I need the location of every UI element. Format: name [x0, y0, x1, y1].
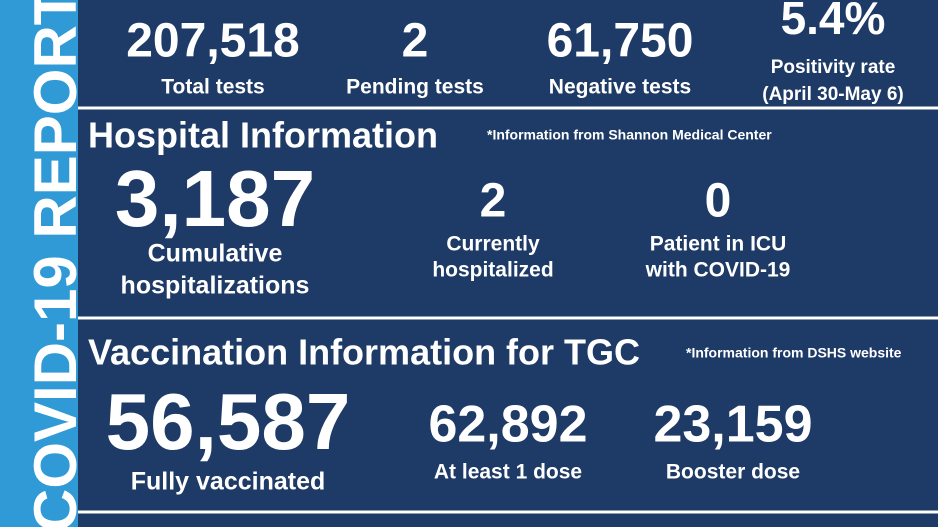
stat-label: Cumulative — [148, 240, 283, 268]
stat-value: 62,892 — [428, 396, 587, 454]
stat-value: 2 — [402, 15, 429, 68]
stat-value: 56,587 — [106, 377, 351, 466]
stat-label: Patient in ICU — [650, 233, 787, 256]
stat-label: Fully vaccinated — [131, 468, 326, 496]
stat-value: 2 — [480, 175, 507, 228]
section-title: Vaccination Information for TGC — [88, 332, 640, 373]
stat-label: Currently — [446, 233, 540, 256]
stat-value: 3,187 — [115, 154, 315, 243]
stat-label: Negative tests — [549, 76, 691, 99]
stat-label: hospitalized — [432, 259, 553, 282]
section-note: *Information from DSHS website — [686, 345, 902, 361]
section-title: Hospital Information — [88, 115, 438, 156]
stat-label: At least 1 dose — [434, 461, 582, 484]
stat-value: 5.4% — [781, 0, 886, 44]
stat-label: hospitalizations — [121, 272, 310, 300]
sidebar-title: COVID-19 REPORT — [22, 0, 89, 527]
stat-value: 61,750 — [547, 15, 694, 68]
stat-value: 0 — [705, 175, 732, 228]
stat-label: Booster dose — [666, 461, 800, 484]
section-note: *Information from Shannon Medical Center — [487, 127, 772, 143]
sidebar — [0, 0, 78, 527]
stat-value: 23,159 — [653, 396, 812, 454]
stat-label: with COVID-19 — [645, 259, 791, 282]
stat-label: Positivity rate — [771, 57, 896, 78]
stat-label: Total tests — [161, 76, 264, 99]
stat-label: (April 30-May 6) — [762, 84, 903, 105]
stat-value: 207,518 — [126, 15, 300, 68]
stat-label: Pending tests — [346, 76, 484, 99]
